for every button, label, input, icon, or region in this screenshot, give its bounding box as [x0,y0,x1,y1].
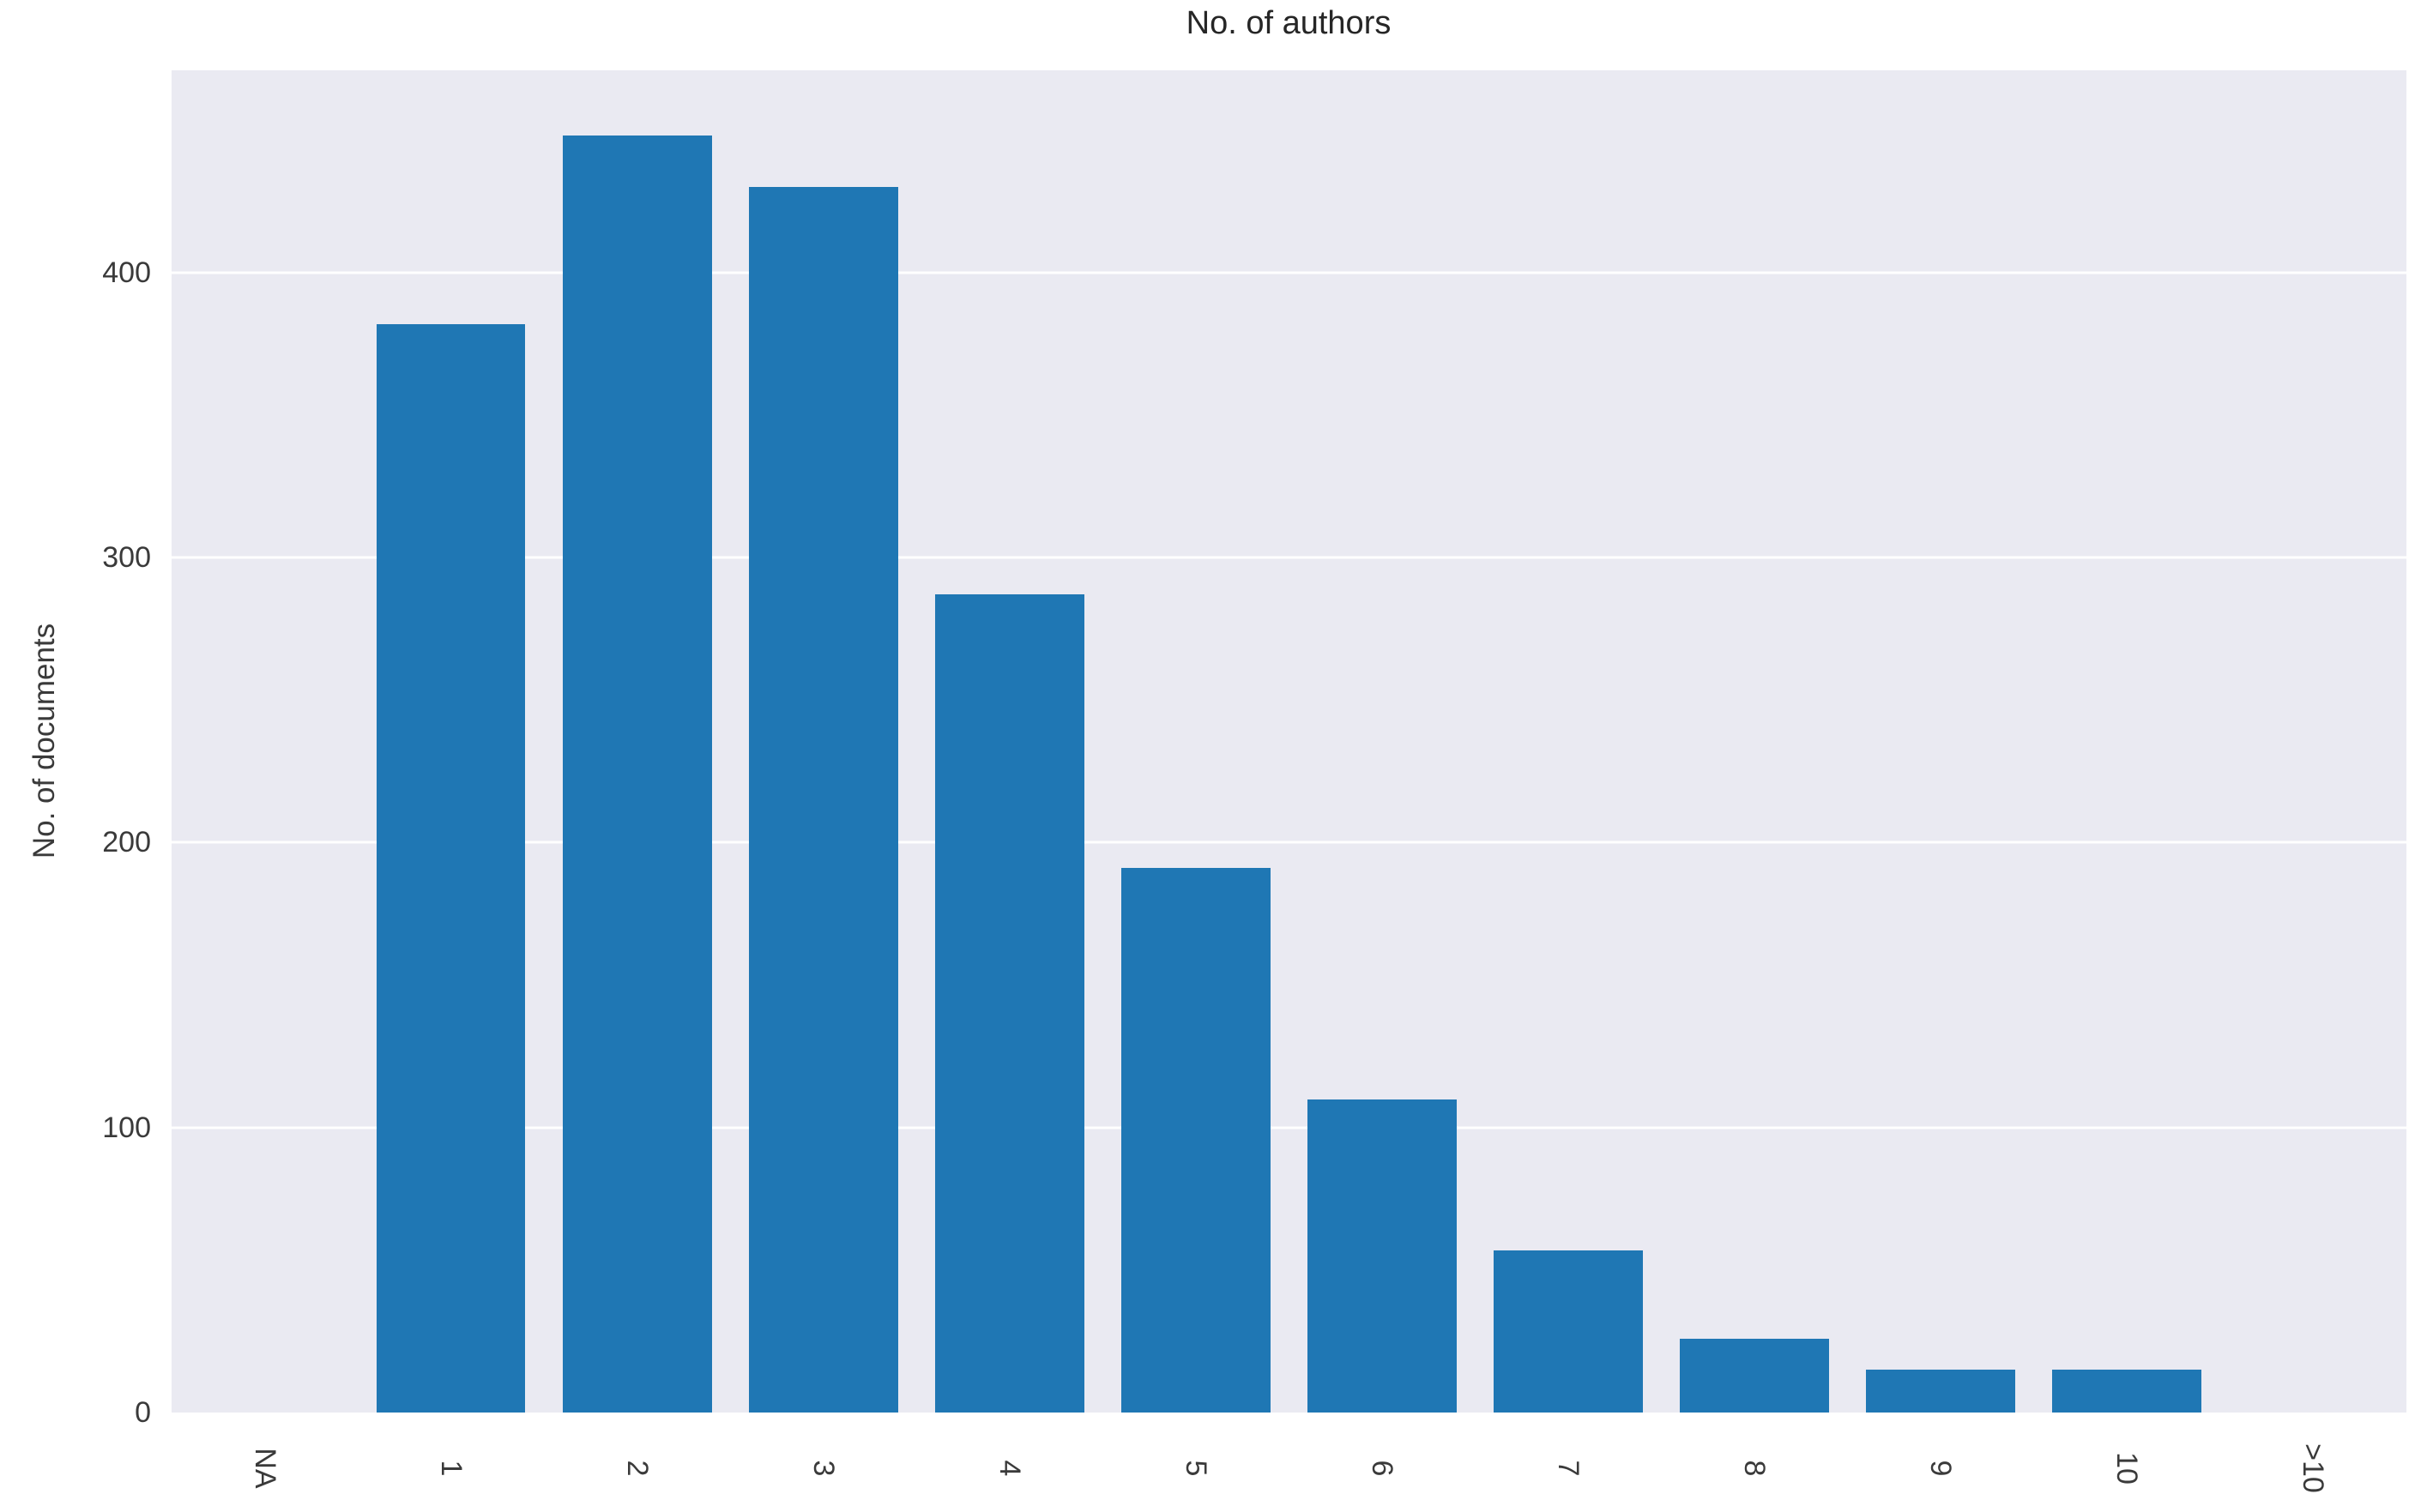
x-tick-label: 8 [1738,1460,1772,1476]
bar-slot [730,70,916,1413]
x-tick-cell: 3 [730,1424,916,1512]
x-tick-label: >10 [2297,1443,2330,1493]
gridline [172,1126,2406,1129]
bar-slot [544,70,730,1413]
bar-3 [748,187,898,1413]
bar-4 [935,594,1084,1413]
y-axis-tick-labels: 0 100 200 300 400 [0,70,151,1427]
x-tick-cell: 8 [1662,1424,1848,1512]
bar-8 [1680,1338,1829,1413]
bar-slot [1102,70,1289,1413]
x-tick-cell: 9 [1848,1424,2034,1512]
bar-slot [2220,70,2406,1413]
y-tick-label: 400 [102,256,151,289]
bar-slot [1476,70,1662,1413]
x-tick-cell: >10 [2220,1424,2406,1512]
bars-container [172,70,2406,1413]
y-tick-label: 200 [102,826,151,859]
x-tick-label: 1 [434,1460,468,1476]
bar-5 [1121,868,1271,1413]
x-tick-label: 5 [1179,1460,1212,1476]
gridline [172,840,2406,844]
x-tick-label: 4 [993,1460,1026,1476]
bar-10 [2052,1370,2202,1413]
bar-slot [1662,70,1848,1413]
y-tick-label: 300 [102,541,151,575]
x-tick-label: 10 [2110,1451,2144,1485]
x-tick-cell: 10 [2034,1424,2220,1512]
bar-6 [1307,1099,1457,1413]
gridline [172,556,2406,559]
chart-title: No. of authors [1186,5,1392,41]
bar-slot [172,70,358,1413]
bar-7 [1494,1250,1643,1413]
bar-slot [916,70,1102,1413]
x-tick-label: NA [248,1447,281,1489]
x-tick-cell: 7 [1476,1424,1662,1512]
bar-1 [376,323,526,1413]
x-axis-tick-labels: NA 1 2 3 4 5 6 7 8 9 10 >10 [172,1424,2406,1512]
x-tick-cell: 5 [1102,1424,1289,1512]
x-tick-label: 3 [806,1460,840,1476]
y-tick-label: 0 [135,1396,151,1429]
bar-slot [1848,70,2034,1413]
bar-slot [1289,70,1475,1413]
x-tick-label: 7 [1552,1460,1585,1476]
x-tick-label: 9 [1924,1460,1958,1476]
x-tick-label: 2 [620,1460,654,1476]
bar-2 [562,136,712,1413]
x-tick-cell: NA [172,1424,358,1512]
x-tick-label: 6 [1366,1460,1398,1476]
x-tick-cell: 6 [1289,1424,1475,1512]
x-tick-cell: 1 [358,1424,544,1512]
x-tick-cell: 4 [916,1424,1102,1512]
plot-area [172,70,2406,1413]
gridline [172,271,2406,274]
bar-9 [1866,1370,2016,1413]
x-tick-cell: 2 [544,1424,730,1512]
gridlines-container [172,70,2406,1413]
bar-slot [2034,70,2220,1413]
bar-slot [358,70,544,1413]
y-tick-label: 100 [102,1111,151,1144]
